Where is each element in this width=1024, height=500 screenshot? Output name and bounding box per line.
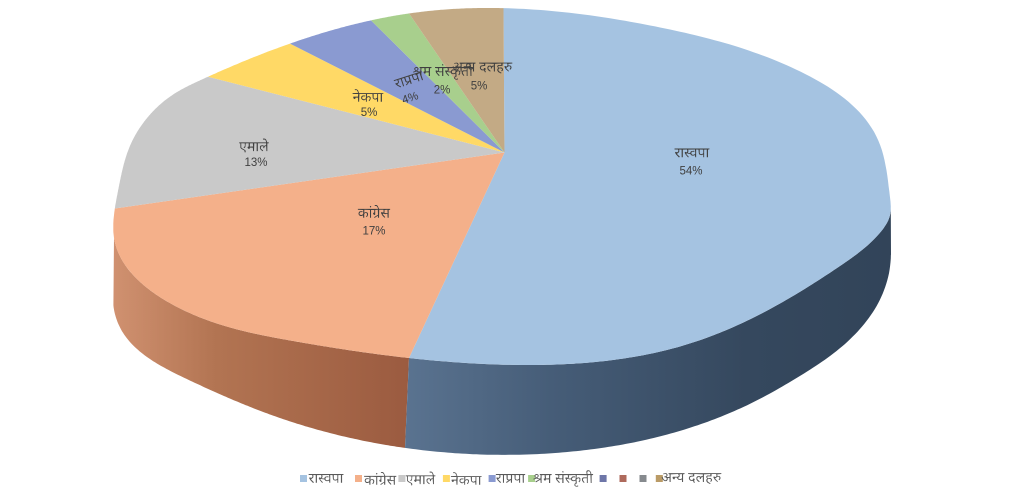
svg-text:5%: 5% (361, 107, 378, 119)
svg-text:2%: 2% (434, 85, 451, 97)
svg-text:54%: 54% (679, 166, 702, 178)
svg-text:4%: 4% (401, 90, 421, 107)
svg-text:5%: 5% (471, 81, 488, 93)
svg-text:13%: 13% (244, 157, 267, 169)
svg-text:17%: 17% (362, 226, 385, 238)
